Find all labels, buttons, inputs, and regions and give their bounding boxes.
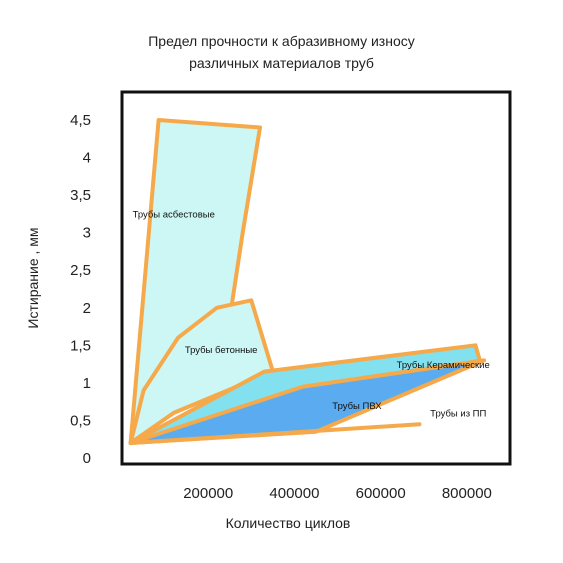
x-axis-label: Количество циклов xyxy=(226,515,351,531)
y-tick-label: 1,5 xyxy=(70,337,91,354)
x-tick-labels: 200000 400000 600000 800000 xyxy=(183,485,492,502)
y-tick-label: 4 xyxy=(83,150,91,167)
x-tick-label: 800000 xyxy=(442,485,492,502)
y-tick-label: 3,5 xyxy=(70,187,91,204)
series-label-1: Трубы асбестовые xyxy=(133,210,215,221)
y-tick-label: 4,5 xyxy=(70,112,91,129)
y-tick-label: 1 xyxy=(83,375,91,392)
y-tick-label: 2 xyxy=(83,300,91,317)
plot-frame xyxy=(120,90,512,466)
series-label-4: Трубы ПВХ xyxy=(332,401,382,412)
regions-layer xyxy=(128,118,487,445)
y-axis-label: Истирание , мм xyxy=(25,227,41,328)
y-tick-label: 0,5 xyxy=(70,412,91,429)
x-tick-label: 400000 xyxy=(269,485,319,502)
y-tick-label: 3 xyxy=(83,225,91,242)
y-tick-label: 2,5 xyxy=(70,262,91,279)
series-label-5: Трубы из ПП xyxy=(430,409,486,420)
x-tick-label: 600000 xyxy=(356,485,406,502)
region-5 xyxy=(128,422,422,445)
chart-title: Предел прочности к абразивному износу xyxy=(148,33,415,49)
x-tick-label: 200000 xyxy=(183,485,233,502)
series-label-3: Трубы Керамические xyxy=(397,360,490,371)
region-2 xyxy=(128,298,275,445)
y-tick-label: 0 xyxy=(83,450,91,467)
series-labels: Трубы асбестовые Трубы бетонные Трубы Кера… xyxy=(133,210,490,420)
chart-subtitle: различных материалов труб xyxy=(189,55,374,71)
y-tick-labels: 0 0,5 1 1,5 2 2,5 3 3,5 4 4,5 xyxy=(70,112,91,467)
chart-title-block: Предел прочности к абразивному износу ра… xyxy=(0,30,563,74)
series-label-2: Трубы бетонные xyxy=(185,345,258,356)
